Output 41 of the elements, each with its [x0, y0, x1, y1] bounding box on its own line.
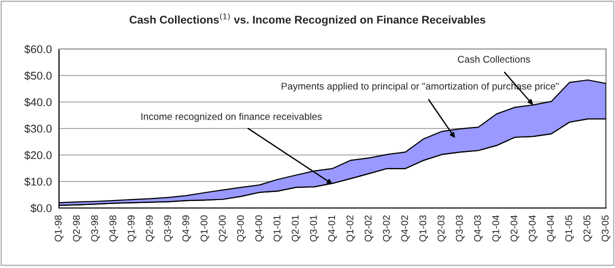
annotation: Income recognized on finance receivables	[141, 112, 322, 122]
y-tick-label: $0.0	[30, 204, 52, 213]
x-tick-label: Q2-98	[72, 215, 82, 242]
y-tick-label: $40.0	[24, 98, 52, 107]
x-tick-label: Q1-98	[54, 215, 64, 242]
x-tick-label: Q4-99	[182, 215, 191, 242]
x-tick-label: Q4-00	[255, 215, 264, 242]
y-tick-label: $20.0	[24, 150, 52, 160]
x-tick-label: Q2-02	[364, 215, 374, 242]
annotation: Cash Collections	[458, 56, 530, 63]
x-tick-label: Q1-01	[274, 215, 282, 242]
x-tick-label: Q2-03	[438, 215, 446, 242]
x-tick-label: Q3-04	[528, 215, 538, 242]
x-tick-label: Q3-03	[456, 215, 464, 242]
x-tick-label: Q3-02	[382, 215, 392, 242]
x-tick-label: Q1-99	[128, 215, 136, 242]
x-tick-label: Q3-05	[602, 215, 610, 242]
x-tick-label: Q2-04	[510, 215, 520, 242]
x-tick-label: Q3-98	[91, 215, 100, 242]
x-tick-label: Q3-00	[237, 215, 246, 242]
y-tick-label: $10.0	[24, 177, 52, 186]
x-tick-label: Q2-99	[146, 215, 155, 242]
x-tick-label: Q2-01	[292, 215, 300, 242]
x-tick-label: Q1-05	[565, 215, 574, 242]
x-tick-label: Q4-98	[109, 215, 118, 242]
x-tick-label: Q4-04	[547, 215, 556, 242]
x-tick-label: Q1-00	[200, 215, 210, 242]
x-tick-label: Q1-03	[419, 215, 428, 242]
x-tick-label: Q2-00	[218, 215, 228, 242]
x-tick-label: Q3-01	[310, 215, 319, 242]
x-tick-label: Q4-01	[328, 215, 337, 242]
chart-title: Cash Collections$^{(1)}$ vs. Income Recognized on Finance Receivables	[130, 13, 486, 26]
x-tick-label: Q1-02	[346, 215, 356, 242]
y-tick-label: $30.0	[24, 124, 52, 134]
y-tick-label: $60.0	[24, 44, 52, 54]
x-tick-label: Q1-04	[492, 215, 501, 242]
x-tick-label: Q2-05	[583, 215, 592, 242]
x-tick-label: Q4-02	[401, 215, 410, 242]
y-tick-label: $50.0	[24, 71, 52, 80]
x-tick-label: Q3-99	[164, 215, 173, 242]
x-tick-label: Q4-03	[474, 215, 483, 242]
